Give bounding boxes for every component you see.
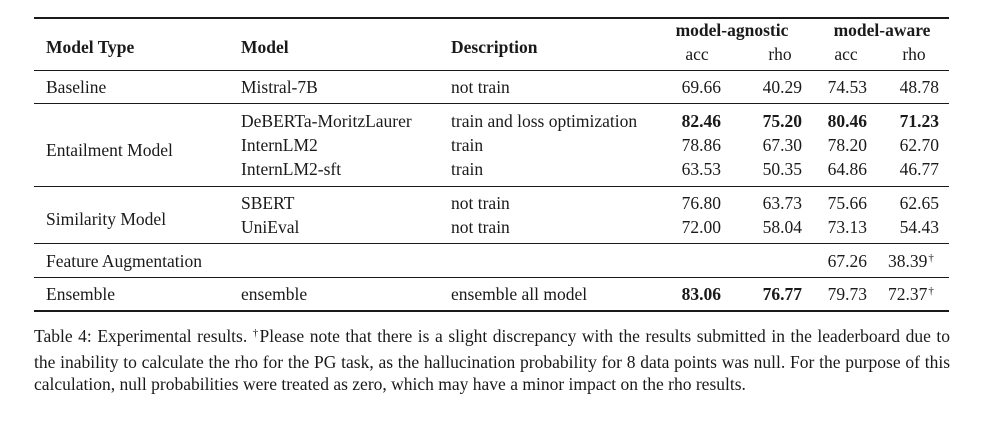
row-baseline-type: Baseline xyxy=(46,77,107,97)
section-rule-2 xyxy=(34,186,949,187)
row-baseline-aw-rho: 48.78 xyxy=(899,77,939,97)
row-baseline-desc: not train xyxy=(451,77,510,97)
header-model-aware: model-aware xyxy=(833,20,931,40)
row-sbert-aw-rho: 62.65 xyxy=(899,193,939,213)
row-feature-aug-type: Feature Augmentation xyxy=(46,251,203,271)
row-internlm2-aw-acc: 78.20 xyxy=(827,135,867,155)
bottom-rule xyxy=(34,310,949,312)
row-baseline-ag-rho: 40.29 xyxy=(762,77,802,97)
caption-text: Please note that there is a slight discr… xyxy=(34,326,951,394)
row-ensemble-ag-rho: 76.77 xyxy=(762,284,802,304)
caption-label: Table 4: Experimental results. xyxy=(34,326,253,346)
row-feature-aug-aw-rho-cell: 38.39† xyxy=(880,251,946,274)
row-internlm2-sft-ag-acc: 63.53 xyxy=(681,159,721,179)
row-sbert-aw-acc: 75.66 xyxy=(827,193,867,213)
row-ensemble-aw-rho-cell: 72.37† xyxy=(880,284,946,307)
row-baseline-ag-acc: 69.66 xyxy=(681,77,721,97)
header-aware-rho: rho xyxy=(902,44,926,64)
row-deberta-aw-acc: 80.46 xyxy=(827,111,867,131)
row-entailment-type: Entailment Model xyxy=(46,140,173,160)
row-ensemble-aw-acc: 79.73 xyxy=(827,284,867,304)
row-unieval-model: UniEval xyxy=(241,217,300,237)
dagger-mark: † xyxy=(928,252,934,264)
row-internlm2-sft-model: InternLM2-sft xyxy=(241,159,342,179)
table-caption: Table 4: Experimental results. †Please n… xyxy=(34,325,950,396)
row-unieval-ag-acc: 72.00 xyxy=(681,217,721,237)
header-aware-acc: acc xyxy=(834,44,858,64)
row-ensemble-type: Ensemble xyxy=(46,284,116,304)
row-sbert-desc: not train xyxy=(451,193,510,213)
row-baseline-aw-acc: 74.53 xyxy=(827,77,867,97)
row-internlm2-aw-rho: 62.70 xyxy=(899,135,939,155)
row-internlm2-ag-acc: 78.86 xyxy=(681,135,721,155)
dagger-mark: † xyxy=(928,285,934,297)
row-ensemble-desc: ensemble all model xyxy=(451,284,588,304)
row-unieval-aw-rho: 54.43 xyxy=(899,217,939,237)
row-internlm2-sft-ag-rho: 50.35 xyxy=(762,159,802,179)
row-internlm2-desc: train xyxy=(451,135,484,155)
row-internlm2-sft-aw-acc: 64.86 xyxy=(827,159,867,179)
header-model-type: Model Type xyxy=(46,37,135,57)
row-deberta-model: DeBERTa-MoritzLaurer xyxy=(241,111,412,131)
row-feature-aug-aw-rho: 38.39 xyxy=(888,251,928,271)
row-ensemble-ag-acc: 83.06 xyxy=(681,284,721,304)
header-description: Description xyxy=(451,37,538,57)
results-table: Model Type Model Description model-agnos… xyxy=(34,17,949,312)
section-rule-4 xyxy=(34,277,949,278)
row-deberta-ag-acc: 82.46 xyxy=(681,111,721,131)
header-model: Model xyxy=(241,37,289,57)
row-deberta-ag-rho: 75.20 xyxy=(762,111,802,131)
caption-dagger: † xyxy=(252,327,260,339)
section-rule-1 xyxy=(34,103,949,104)
row-unieval-aw-acc: 73.13 xyxy=(827,217,867,237)
row-feature-aug-aw-acc: 67.26 xyxy=(827,251,867,271)
section-rule-3 xyxy=(34,243,949,244)
row-sbert-ag-acc: 76.80 xyxy=(681,193,721,213)
row-sbert-model: SBERT xyxy=(241,193,295,213)
row-ensemble-model: ensemble xyxy=(241,284,308,304)
row-similarity-type: Similarity Model xyxy=(46,209,167,229)
row-ensemble-aw-rho: 72.37 xyxy=(888,284,928,304)
row-deberta-aw-rho: 71.23 xyxy=(899,111,939,131)
row-internlm2-sft-aw-rho: 46.77 xyxy=(899,159,939,179)
row-internlm2-model: InternLM2 xyxy=(241,135,318,155)
header-model-agnostic: model-agnostic xyxy=(675,20,789,40)
row-sbert-ag-rho: 63.73 xyxy=(762,193,802,213)
row-deberta-desc: train and loss optimization xyxy=(451,111,638,131)
row-internlm2-ag-rho: 67.30 xyxy=(762,135,802,155)
header-rule xyxy=(34,70,949,71)
top-rule xyxy=(34,17,949,19)
row-unieval-desc: not train xyxy=(451,217,510,237)
row-internlm2-sft-desc: train xyxy=(451,159,484,179)
row-unieval-ag-rho: 58.04 xyxy=(762,217,802,237)
row-baseline-model: Mistral-7B xyxy=(241,77,318,97)
header-agnostic-rho: rho xyxy=(768,44,792,64)
header-agnostic-acc: acc xyxy=(685,44,709,64)
